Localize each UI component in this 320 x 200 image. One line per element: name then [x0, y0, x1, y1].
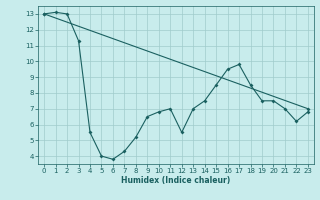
X-axis label: Humidex (Indice chaleur): Humidex (Indice chaleur) — [121, 176, 231, 185]
